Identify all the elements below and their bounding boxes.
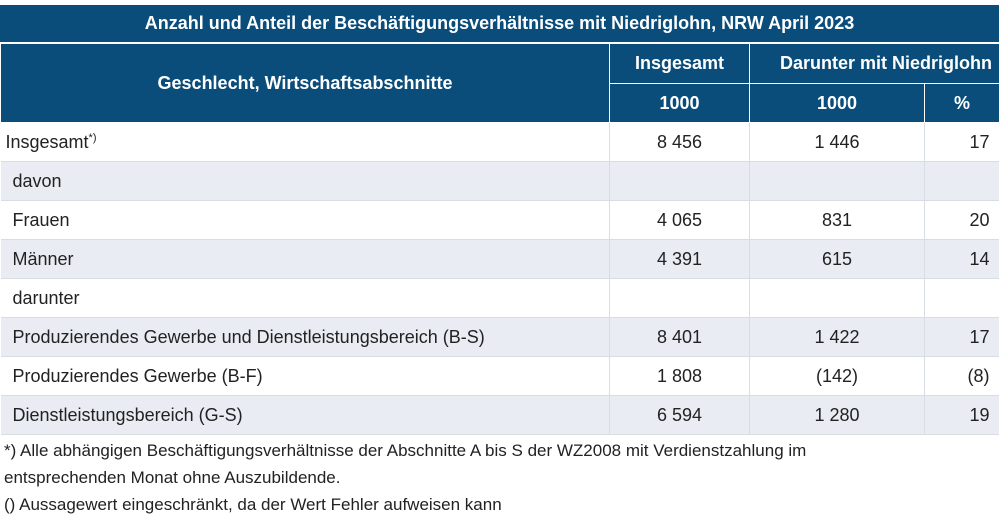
- low-wage-header: Darunter mit Niedriglohn: [750, 44, 999, 84]
- percent-unit-header: %: [925, 84, 999, 123]
- percent-value: 14: [925, 240, 999, 279]
- percent-value: 17: [925, 318, 999, 357]
- row-label: Produzierendes Gewerbe und Dienstleistun…: [1, 318, 610, 357]
- low-wage-value: [750, 162, 925, 201]
- row-label: Frauen: [1, 201, 610, 240]
- percent-value: 17: [925, 123, 999, 162]
- footnote-marker: *): [89, 132, 97, 144]
- total-value: 8 401: [610, 318, 750, 357]
- low-wage-value: 831: [750, 201, 925, 240]
- total-value: 4 065: [610, 201, 750, 240]
- low-wage-unit-header: 1000: [750, 84, 925, 123]
- data-table: Geschlecht, Wirtschaftsabschnitte Insges…: [0, 43, 999, 435]
- low-wage-value: 1 422: [750, 318, 925, 357]
- table-row: Produzierendes Gewerbe und Dienstleistun…: [1, 318, 999, 357]
- table-row: darunter: [1, 279, 999, 318]
- total-value: [610, 162, 750, 201]
- low-wage-value: 1 446: [750, 123, 925, 162]
- low-wage-value: 615: [750, 240, 925, 279]
- footnote-line: entsprechenden Monat ohne Auszubildende.: [4, 464, 994, 491]
- percent-value: 20: [925, 201, 999, 240]
- total-value: [610, 279, 750, 318]
- table-row: davon: [1, 162, 999, 201]
- row-label: davon: [1, 162, 610, 201]
- percent-value: [925, 279, 999, 318]
- footnote-line: *) Alle abhängigen Beschäftigungsverhält…: [4, 437, 994, 464]
- low-wage-value: 1 280: [750, 396, 925, 435]
- percent-value: (8): [925, 357, 999, 396]
- total-unit-header: 1000: [610, 84, 750, 123]
- percent-value: 19: [925, 396, 999, 435]
- table-title: Anzahl und Anteil der Beschäftigungsverh…: [0, 5, 999, 43]
- footnote-line: () Aussagewert eingeschränkt, da der Wer…: [4, 491, 994, 518]
- table-row: Produzierendes Gewerbe (B-F) 1 808 (142)…: [1, 357, 999, 396]
- table-row: Frauen 4 065 831 20: [1, 201, 999, 240]
- row-label: Männer: [1, 240, 610, 279]
- total-value: 1 808: [610, 357, 750, 396]
- percent-value: [925, 162, 999, 201]
- total-value: 8 456: [610, 123, 750, 162]
- total-header: Insgesamt: [610, 44, 750, 84]
- row-label: Produzierendes Gewerbe (B-F): [1, 357, 610, 396]
- row-label: Dienstleistungsbereich (G-S): [1, 396, 610, 435]
- row-label-header: Geschlecht, Wirtschaftsabschnitte: [1, 44, 610, 123]
- row-label: darunter: [1, 279, 610, 318]
- low-wage-value: (142): [750, 357, 925, 396]
- low-wage-value: [750, 279, 925, 318]
- row-label: Insgesamt*): [1, 123, 610, 162]
- table-row: Männer 4 391 615 14: [1, 240, 999, 279]
- total-value: 4 391: [610, 240, 750, 279]
- footnotes: *) Alle abhängigen Beschäftigungsverhält…: [4, 437, 994, 518]
- table-row: Insgesamt*) 8 456 1 446 17: [1, 123, 999, 162]
- table-row: Dienstleistungsbereich (G-S) 6 594 1 280…: [1, 396, 999, 435]
- total-value: 6 594: [610, 396, 750, 435]
